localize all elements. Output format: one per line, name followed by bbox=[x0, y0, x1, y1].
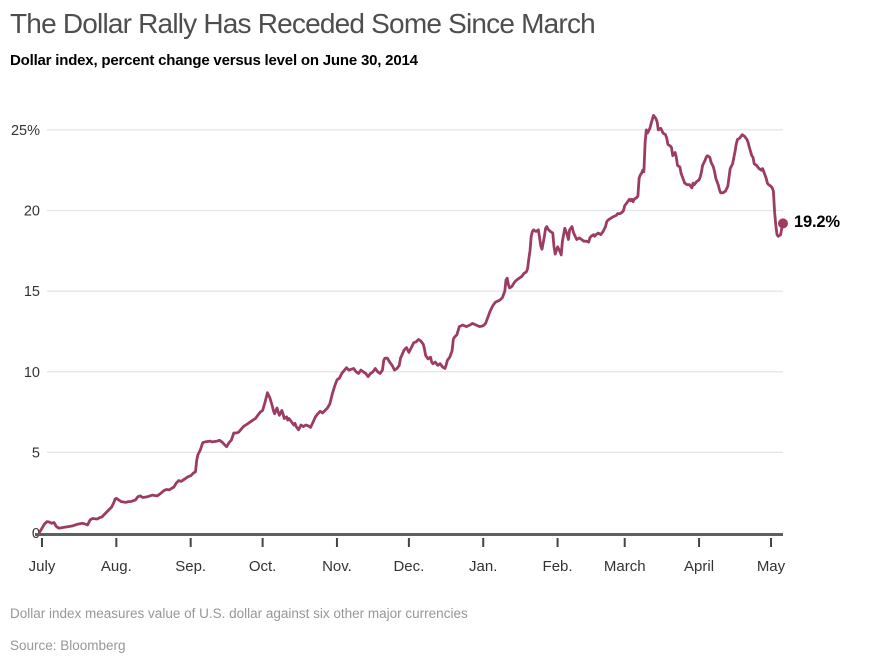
x-axis-label: Feb. bbox=[543, 558, 573, 575]
chart-footnote: Dollar index measures value of U.S. doll… bbox=[10, 606, 468, 621]
x-axis-label: Aug. bbox=[101, 558, 132, 575]
y-axis-label: 15 bbox=[24, 284, 40, 300]
x-axis-label: May bbox=[757, 558, 786, 575]
end-value-label: 19.2% bbox=[794, 213, 840, 231]
chart-subtitle: Dollar index, percent change versus leve… bbox=[10, 52, 418, 69]
x-axis-label: July bbox=[29, 558, 56, 575]
x-axis-label: Sep. bbox=[175, 558, 206, 575]
y-axis-label: 20 bbox=[24, 204, 40, 220]
x-axis-label: Oct. bbox=[249, 558, 277, 575]
x-axis-label: Dec. bbox=[393, 558, 424, 575]
x-axis-label: March bbox=[604, 558, 646, 575]
x-axis-label: April bbox=[684, 558, 714, 575]
y-axis-label: 25% bbox=[11, 123, 40, 139]
page-title: The Dollar Rally Has Receded Some Since … bbox=[10, 8, 596, 39]
dollar-index-series-line bbox=[38, 114, 785, 534]
x-axis-label: Jan. bbox=[469, 558, 497, 575]
source-attribution: Source: Bloomberg bbox=[10, 638, 126, 653]
x-axis-label: Nov. bbox=[322, 558, 352, 575]
series-end-dot bbox=[777, 218, 788, 229]
y-axis-label: 5 bbox=[32, 445, 40, 461]
y-axis-label: 10 bbox=[24, 365, 40, 381]
